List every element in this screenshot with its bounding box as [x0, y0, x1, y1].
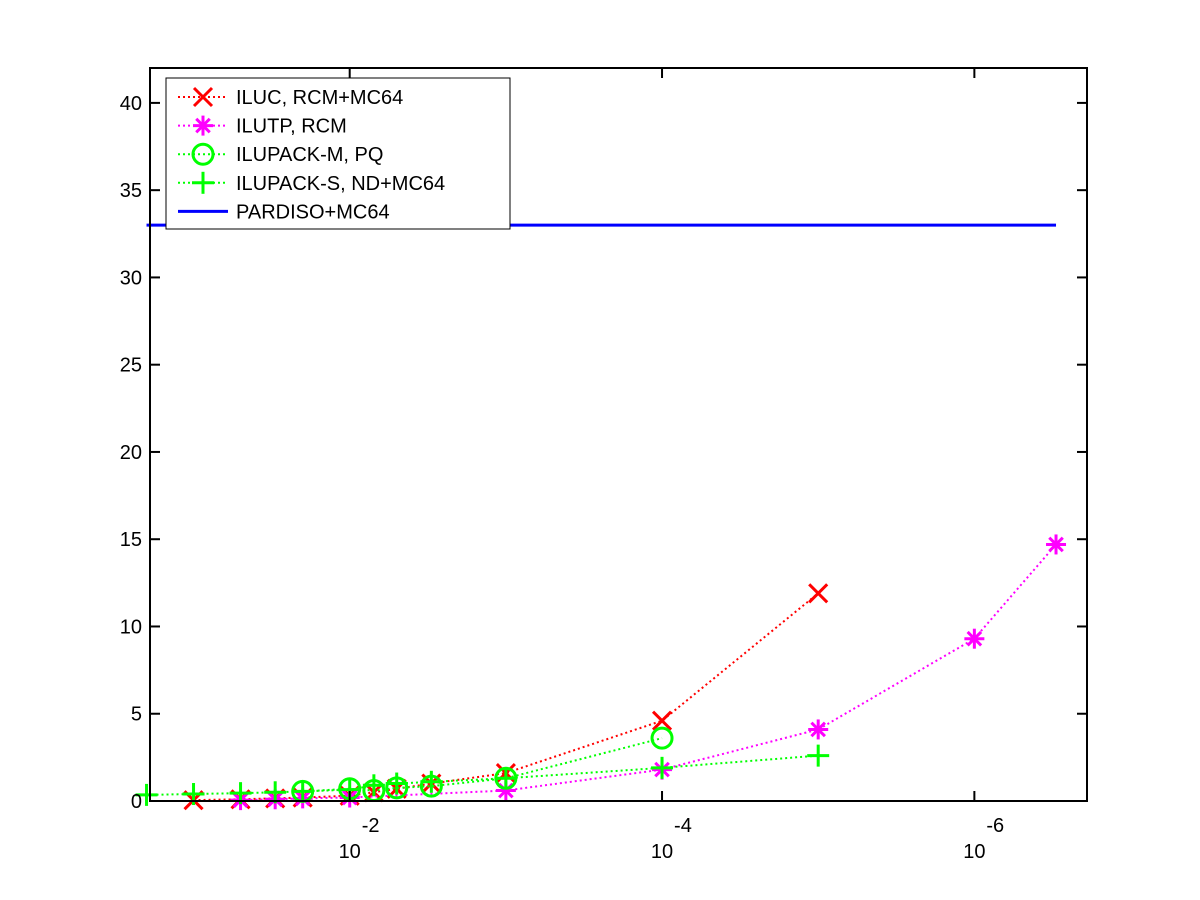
x-tick-label-base: 10 [339, 841, 361, 863]
legend-entry: ILUC, RCM+MC64 [178, 86, 403, 109]
y-tick-label: 5 [131, 704, 142, 726]
legend-marker [191, 142, 215, 166]
data-point [807, 744, 830, 767]
data-point [650, 726, 674, 750]
y-tick-label: 15 [120, 529, 142, 551]
data-point [1046, 534, 1067, 555]
legend-entry: ILUPACK-S, ND+MC64 [178, 171, 445, 195]
data-point [651, 756, 674, 779]
x-tick-label-exponent: -2 [362, 815, 380, 837]
legend-entry: PARDISO+MC64 [178, 201, 390, 223]
data-point [494, 767, 517, 790]
legend-marker [192, 171, 214, 194]
y-tick-label: 10 [120, 616, 142, 638]
x-tick-label-base: 10 [963, 841, 985, 863]
legend-marker-stroke [195, 117, 211, 134]
legend-label: ILUTP, RCM [236, 116, 347, 138]
data-point [964, 628, 985, 649]
legend-label: ILUC, RCM+MC64 [236, 87, 403, 109]
y-tick-label: 40 [120, 93, 142, 115]
data-point [362, 774, 385, 797]
legend-entry: ILUPACK-M, PQ [178, 142, 383, 166]
y-tick-label: 25 [120, 355, 142, 377]
data-point [808, 719, 829, 740]
legend-label: PARDISO+MC64 [236, 201, 390, 223]
legend-label: ILUPACK-M, PQ [236, 144, 383, 166]
legend-marker-stroke [192, 86, 214, 108]
data-point-stroke [808, 583, 829, 604]
y-tick-label: 30 [120, 267, 142, 289]
axes-box [149, 67, 1088, 802]
data-point-stroke [1048, 536, 1064, 553]
data-point [420, 770, 443, 793]
x-tick-label-exponent: -4 [674, 815, 692, 837]
legend-marker [193, 115, 213, 136]
data-point [385, 772, 408, 795]
data-point [135, 783, 158, 806]
y-tick-label: 20 [120, 442, 142, 464]
data-point [264, 781, 287, 804]
data-point [291, 780, 314, 803]
data-point-stroke [651, 710, 673, 731]
data-point [808, 583, 829, 604]
data-point-stroke [966, 630, 983, 647]
legend: ILUC, RCM+MC64 ILUTP, RCM ILUPACK-M, PQ ILU… [165, 77, 511, 230]
data-point-stroke [810, 721, 827, 738]
legend-marker [192, 86, 214, 108]
legend-entry: ILUTP, RCM [178, 115, 347, 138]
y-tick-label: 35 [120, 180, 142, 202]
legend-label: ILUPACK-S, ND+MC64 [236, 173, 445, 195]
x-tick-label-base: 10 [651, 841, 673, 863]
data-point [651, 710, 673, 731]
y-tick-label: 0 [131, 791, 142, 813]
x-tick-label-exponent: -6 [986, 815, 1004, 837]
